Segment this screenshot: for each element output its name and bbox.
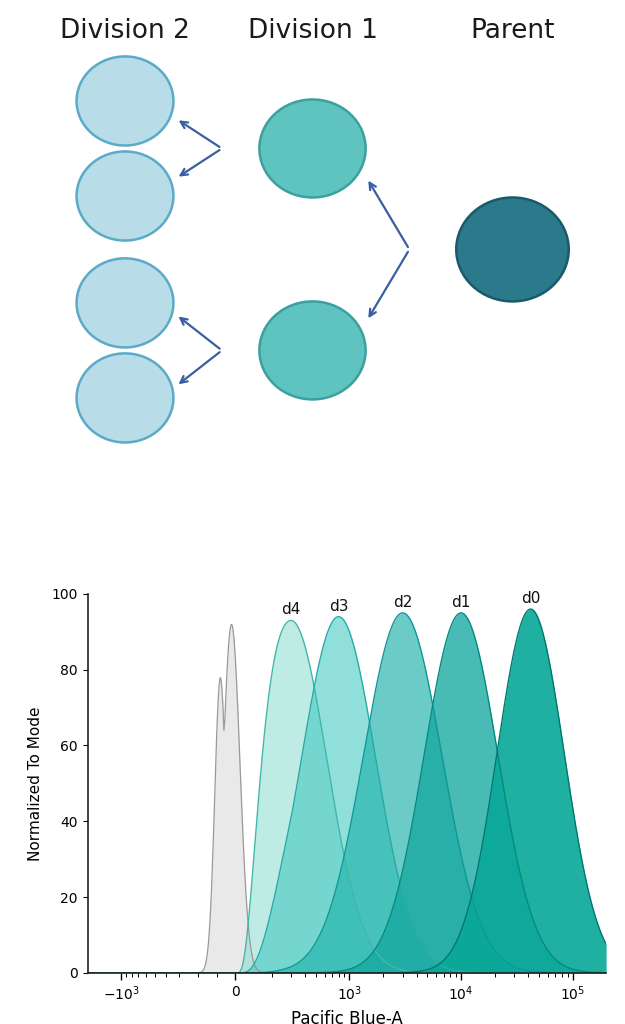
Ellipse shape [259,99,366,198]
Text: d4: d4 [281,602,301,617]
Text: Division 1: Division 1 [248,17,378,44]
X-axis label: Pacific Blue-A: Pacific Blue-A [291,1010,402,1024]
Ellipse shape [77,56,174,145]
Text: d2: d2 [393,595,412,610]
Ellipse shape [259,301,366,399]
Ellipse shape [77,258,174,347]
Text: d0: d0 [521,591,540,606]
Y-axis label: Normalized To Mode: Normalized To Mode [28,707,43,860]
Text: d3: d3 [329,599,348,613]
Ellipse shape [77,353,174,442]
Ellipse shape [77,152,174,241]
Text: Division 2: Division 2 [60,17,190,44]
Ellipse shape [456,198,569,301]
Text: d1: d1 [451,595,471,610]
Text: Parent: Parent [470,17,555,44]
